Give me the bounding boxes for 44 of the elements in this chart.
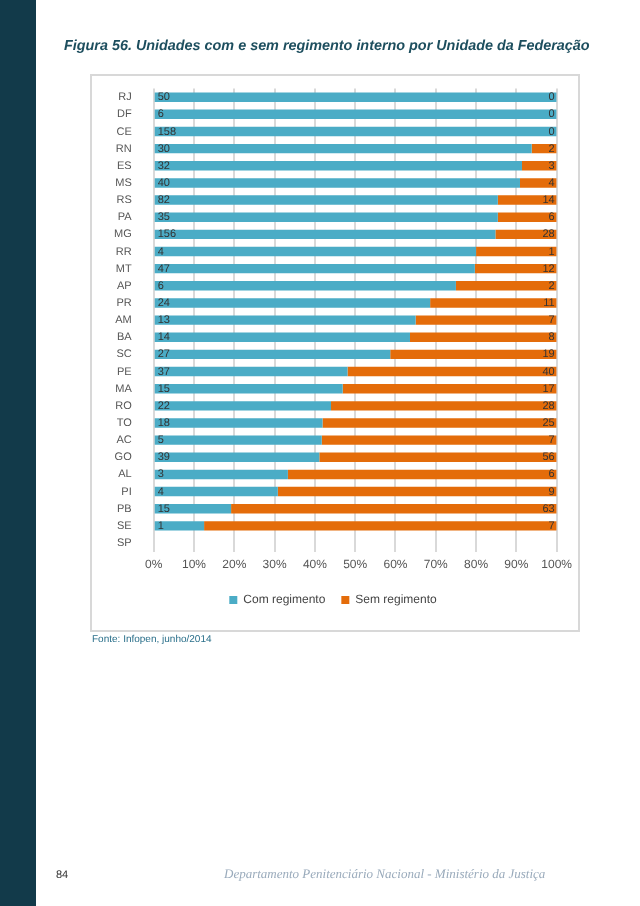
- bar: [231, 504, 557, 514]
- bar: [415, 315, 557, 325]
- bar: [390, 349, 557, 360]
- bar: [497, 212, 557, 222]
- bar: [409, 332, 557, 342]
- bar: [154, 452, 320, 462]
- bar: [455, 281, 557, 291]
- bar: [154, 298, 431, 308]
- bar: [519, 178, 557, 188]
- bar: [154, 246, 477, 257]
- bar: [154, 92, 557, 102]
- bar: [154, 469, 288, 480]
- bar: [430, 298, 557, 308]
- bar: [497, 195, 557, 205]
- bar: [154, 126, 557, 137]
- bar: [154, 315, 416, 325]
- bar: [154, 435, 322, 445]
- bar: [154, 383, 343, 394]
- bar: [154, 161, 522, 171]
- bar: [154, 332, 410, 342]
- bar: [476, 246, 557, 257]
- bar: [154, 178, 520, 188]
- bar: [331, 401, 557, 411]
- bar: [322, 418, 557, 428]
- bar: [154, 281, 456, 291]
- bar: [277, 486, 557, 497]
- bar: [154, 143, 532, 154]
- bar: [154, 486, 278, 497]
- bar: [321, 435, 557, 445]
- bar: [342, 383, 557, 394]
- bar: [287, 469, 557, 480]
- bar: [154, 195, 498, 205]
- bar: [347, 366, 557, 377]
- bar: [154, 418, 323, 428]
- bar: [204, 521, 557, 531]
- bar: [154, 401, 332, 411]
- bar: [154, 263, 475, 274]
- bar: [154, 229, 496, 240]
- bar: [154, 109, 557, 120]
- bar: [154, 521, 205, 531]
- bar: [154, 366, 348, 377]
- bar: [154, 212, 498, 222]
- bar: [319, 452, 557, 462]
- bar: [154, 349, 391, 360]
